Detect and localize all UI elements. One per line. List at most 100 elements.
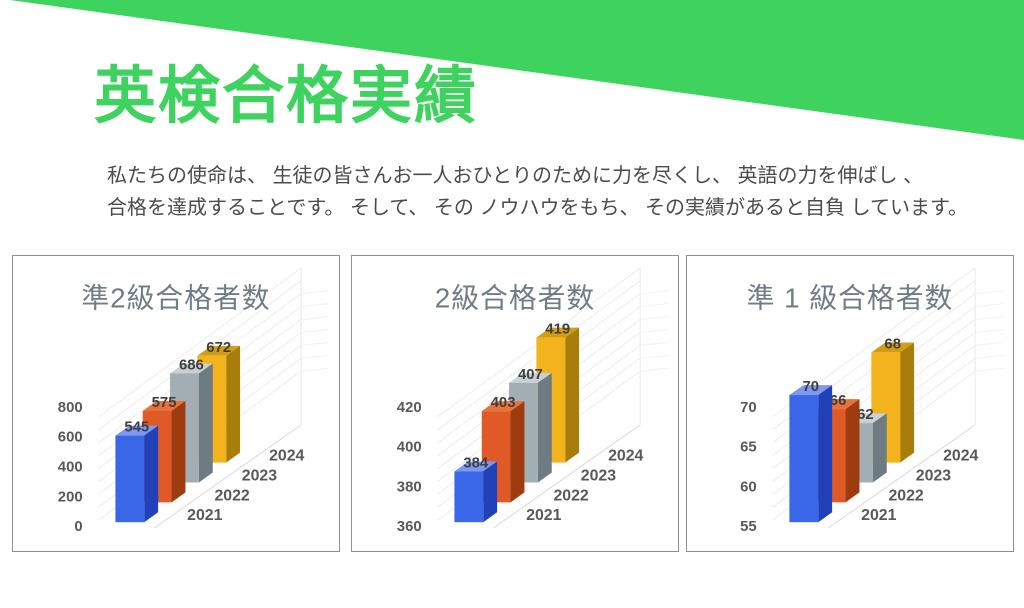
wall-gridline: [640, 367, 669, 372]
bar-side-face: [510, 401, 525, 503]
chart-title: 準2級合格者数: [81, 283, 270, 314]
bar-front-face: [789, 395, 819, 523]
value-label: 70: [802, 379, 819, 395]
value-label: 407: [518, 367, 543, 383]
y-tick-label: 0: [74, 519, 82, 535]
chart-panel-pre2kyu: 準2級合格者数 0 200 400 600 800 2021 2022 2023 2024 672 6…: [12, 255, 340, 552]
floor-edge: [492, 424, 641, 529]
chart-title: 準 1 級合格者数: [747, 283, 954, 314]
category-label: 2022: [553, 487, 588, 504]
bar-front-face: [115, 435, 145, 523]
category-label: 2024: [269, 448, 304, 465]
bar-side-face: [171, 401, 186, 503]
bar-side-face: [900, 342, 915, 463]
value-label: 686: [179, 357, 204, 373]
category-label: 2023: [242, 467, 277, 484]
value-label: 62: [857, 407, 874, 423]
bar-2021: 70: [789, 379, 833, 523]
wall-gridline: [975, 341, 1004, 346]
y-tick-label: 380: [397, 479, 422, 495]
bar-side-face: [845, 399, 860, 503]
bar-top-face: [789, 385, 833, 396]
value-label: 419: [545, 322, 570, 338]
bar-chart-3d: 準2級合格者数 0 200 400 600 800 2021 2022 2023 2024 6726…: [58, 267, 330, 535]
bar-top-face: [454, 461, 498, 472]
wall-gridline: [98, 267, 302, 418]
bar-top-face: [197, 345, 241, 356]
category-label: 2022: [214, 487, 249, 504]
value-label: 384: [463, 455, 489, 471]
bar-top-face: [509, 372, 552, 383]
bar-top-face: [536, 327, 580, 338]
bar-top-face: [142, 401, 186, 411]
wall-gridline: [301, 354, 330, 359]
bar-top-face: [871, 342, 915, 353]
category-label: 2021: [187, 507, 222, 524]
floor-edge: [153, 424, 302, 529]
bar-side-face: [818, 385, 833, 523]
bar-top-face: [115, 425, 159, 436]
value-label: 575: [152, 395, 177, 411]
y-tick-label: 60: [740, 479, 757, 495]
wall-gridline: [975, 367, 1004, 372]
y-tick-label: 70: [740, 400, 757, 416]
bar-chart-3d: 2級合格者数 360 380 400 420 2021 2022 2023 2024 419 407…: [397, 267, 669, 535]
wall-gridline: [640, 354, 669, 359]
category-label: 2024: [608, 448, 643, 465]
category-label: 2024: [943, 448, 978, 465]
wall-gridline: [301, 316, 330, 321]
category-label: 2023: [916, 467, 951, 484]
wall-gridline: [640, 303, 669, 308]
bar-top-face: [481, 401, 525, 412]
wall-gridline: [975, 303, 1004, 308]
bar-side-face: [483, 461, 498, 523]
chart-title: 2級合格者数: [435, 283, 595, 314]
bar-side-face: [198, 363, 213, 483]
bar-side-face: [226, 345, 241, 463]
wall-gridline: [301, 290, 330, 295]
bar-2021: 545: [115, 420, 159, 523]
floor-edge: [827, 424, 976, 529]
category-label: 2021: [526, 507, 561, 524]
bar-top-face: [170, 363, 213, 374]
y-tick-label: 800: [58, 400, 83, 416]
category-label: 2023: [581, 467, 616, 484]
page-title: 英検合格実績: [94, 62, 479, 131]
y-tick-label: 55: [740, 519, 757, 535]
y-tick-label: 65: [740, 440, 757, 456]
category-label: 2022: [888, 487, 923, 504]
y-tick-label: 600: [58, 430, 83, 446]
chart-panel-pre1kyu: 準 1 級合格者数 55 60 65 70 2021 2022 2023 2024 68 62 66 7…: [686, 255, 1014, 552]
wall-gridline: [975, 329, 1004, 333]
value-label: 672: [206, 340, 231, 356]
wall-gridline: [301, 367, 330, 372]
value-label: 403: [491, 395, 516, 411]
wall-gridline: [640, 329, 669, 333]
wall-gridline: [975, 316, 1004, 321]
bar-2021: 384: [454, 455, 498, 523]
y-tick-label: 420: [397, 400, 422, 416]
description-line-1: 私たちの使命は、 生徒の皆さんお一人おひとりのために力を尽くし、 英語の力を伸ば…: [107, 165, 924, 187]
bar-chart-3d: 準 1 級合格者数 55 60 65 70 2021 2022 2023 2024 68 62 66 7…: [740, 267, 1004, 535]
wall-gridline: [301, 341, 330, 346]
bar-2022: 403: [481, 395, 525, 503]
bar-side-face: [144, 425, 159, 523]
bar-side-face: [872, 413, 887, 483]
value-label: 66: [830, 393, 847, 409]
bar-front-face: [454, 471, 484, 523]
description: 私たちの使命は、 生徒の皆さんお一人おひとりのために力を尽くし、 英語の力を伸ば…: [107, 160, 968, 224]
y-tick-label: 400: [58, 460, 83, 476]
wall-gridline: [301, 329, 330, 333]
value-label: 68: [884, 336, 901, 352]
value-label: 545: [124, 420, 149, 436]
wall-gridline: [640, 316, 669, 321]
y-tick-label: 200: [58, 489, 83, 505]
y-tick-label: 360: [397, 519, 422, 535]
wall-gridline: [975, 354, 1004, 359]
bar-side-face: [565, 327, 580, 463]
wall-gridline: [975, 290, 1004, 295]
description-line-2: 合格を達成することです。 そして、 その ノウハウをもち、 その実績があると自負…: [107, 197, 968, 219]
wall-gridline: [640, 290, 669, 295]
y-tick-label: 400: [397, 440, 422, 456]
